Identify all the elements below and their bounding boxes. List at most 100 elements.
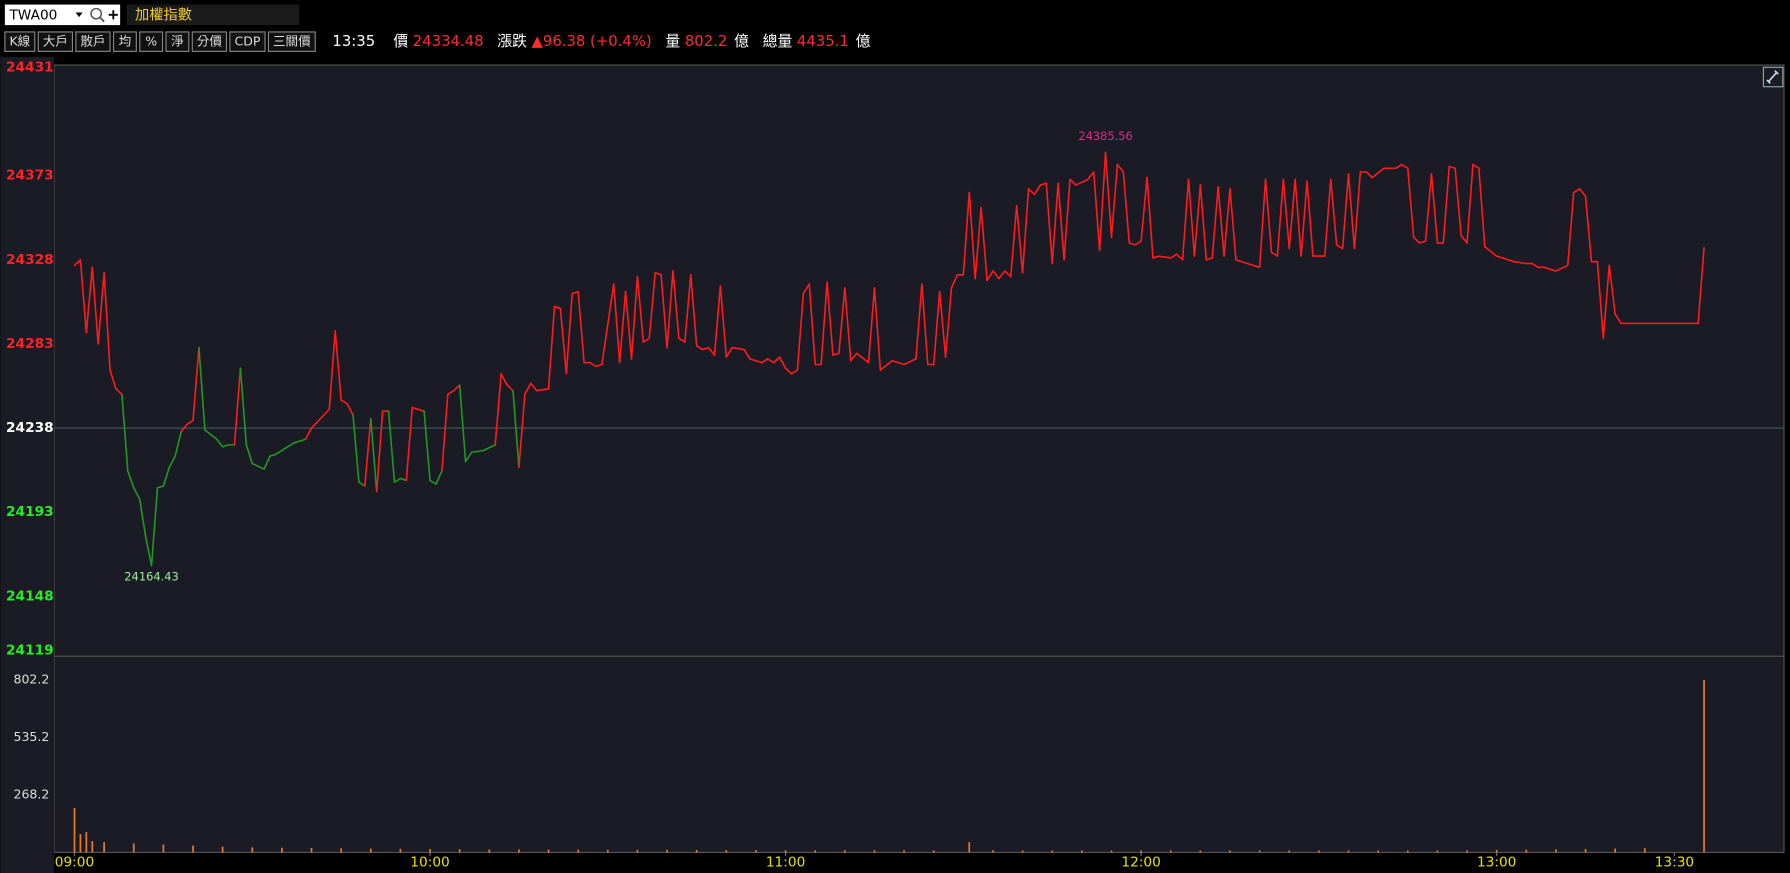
volume-bar (518, 849, 520, 853)
price-segment (221, 444, 230, 448)
price-segment (1306, 180, 1314, 257)
price-segment (1193, 184, 1202, 257)
price-segment (1116, 163, 1125, 173)
price-segment (1543, 266, 1557, 272)
price-segment (820, 281, 828, 366)
price-segment (932, 290, 941, 366)
price-segment (589, 361, 597, 368)
volume-bar (725, 850, 728, 853)
add-icon[interactable] (108, 10, 118, 20)
price-segment (144, 535, 153, 567)
volume-bar (695, 850, 698, 853)
price-segment (642, 337, 651, 343)
search-icon[interactable] (90, 7, 103, 20)
price-segment (239, 367, 248, 446)
volume-bar (1614, 848, 1617, 853)
price-segment (1027, 188, 1036, 196)
price-segment (879, 359, 894, 371)
volume-bar (1110, 850, 1113, 853)
price-segment (1217, 186, 1225, 257)
extreme-label: 24385.56 (1078, 129, 1132, 143)
price-segment (334, 330, 342, 401)
toolbar-button-label: 均 (119, 34, 132, 49)
price-segment (405, 406, 414, 482)
price-segment (512, 389, 520, 469)
volume-bar (873, 850, 876, 853)
volume-bar (1406, 850, 1409, 853)
quote-text: 24334.48 (413, 33, 484, 50)
price-segment (1472, 163, 1480, 170)
volume-bar (968, 842, 971, 853)
price-segment (127, 470, 135, 489)
price-segment (328, 330, 337, 411)
price-segment (648, 272, 657, 340)
quote-bar: 13:35 價 24334.48 漲跌 ▲96.38 (+0.4%) 量 802.2 億總量 4… (332, 33, 870, 50)
price-segment (180, 423, 188, 433)
price-segment (1187, 178, 1196, 257)
toolbar-button[interactable] (112, 31, 137, 52)
price-segment (944, 287, 953, 358)
volume-bar (992, 850, 994, 853)
toolbar: K線 大戶 散戶均% 淨分價 CDP 三關價 (4, 31, 316, 52)
price-segment (1424, 173, 1433, 242)
price-segment (1365, 171, 1374, 179)
price-segment (204, 429, 218, 441)
symbol-input[interactable] (4, 4, 121, 26)
price-segment (109, 369, 117, 390)
price-segment (85, 266, 94, 334)
y-tick-label: 24283 (6, 336, 54, 352)
price-segment (553, 305, 562, 310)
volume-bar (1584, 849, 1587, 853)
price-segment (1614, 313, 1622, 325)
price-segment (174, 430, 182, 457)
quote-text: ▲96.38 (+0.4%) (531, 33, 651, 50)
price-segment (1033, 184, 1042, 196)
volume-bar (132, 843, 135, 853)
x-tick-label: 12:00 (1121, 855, 1160, 871)
price-segment (749, 358, 763, 364)
volume-bar (1169, 850, 1172, 853)
toolbar-button[interactable] (267, 31, 316, 52)
price-segment (707, 346, 716, 356)
price-segment (1507, 259, 1516, 263)
toolbar-button[interactable] (191, 31, 228, 52)
price-segment (1092, 171, 1101, 252)
dropdown-arrow[interactable] (75, 12, 83, 18)
price-segment (1578, 188, 1587, 198)
price-segment (1412, 236, 1421, 244)
price-segment (1015, 204, 1024, 274)
volume-bar (79, 834, 82, 853)
price-segment (1513, 260, 1528, 265)
price-segment (612, 283, 621, 364)
toolbar-button[interactable] (37, 31, 74, 52)
toolbar-button[interactable] (165, 31, 190, 52)
price-segment (1276, 178, 1285, 257)
volume-bar (85, 832, 88, 853)
volume-bar (843, 850, 846, 853)
price-segment (292, 438, 307, 444)
price-segment (1004, 270, 1012, 278)
price-segment (429, 479, 437, 485)
price-segment (1057, 182, 1065, 261)
price-segment (375, 410, 384, 493)
price-segment (464, 451, 473, 463)
volume-bar (1051, 850, 1054, 853)
toolbar-button[interactable] (4, 31, 36, 52)
price-segment (654, 272, 662, 276)
price-segment (636, 275, 645, 343)
price-segment (518, 393, 526, 469)
volume-bar (1525, 849, 1528, 853)
volume-bar (636, 849, 639, 853)
price-segment (1235, 259, 1249, 265)
toolbar-button[interactable] (75, 31, 111, 52)
toolbar-button[interactable] (229, 31, 266, 52)
price-segment (452, 384, 461, 392)
y-tick-label: 24373 (6, 168, 54, 184)
quote-text: 總量 (763, 33, 793, 50)
price-segment (79, 259, 88, 334)
volume-bar (429, 849, 431, 853)
price-segment (766, 358, 775, 364)
toolbar-button[interactable] (139, 31, 164, 52)
price-segment (364, 417, 372, 487)
